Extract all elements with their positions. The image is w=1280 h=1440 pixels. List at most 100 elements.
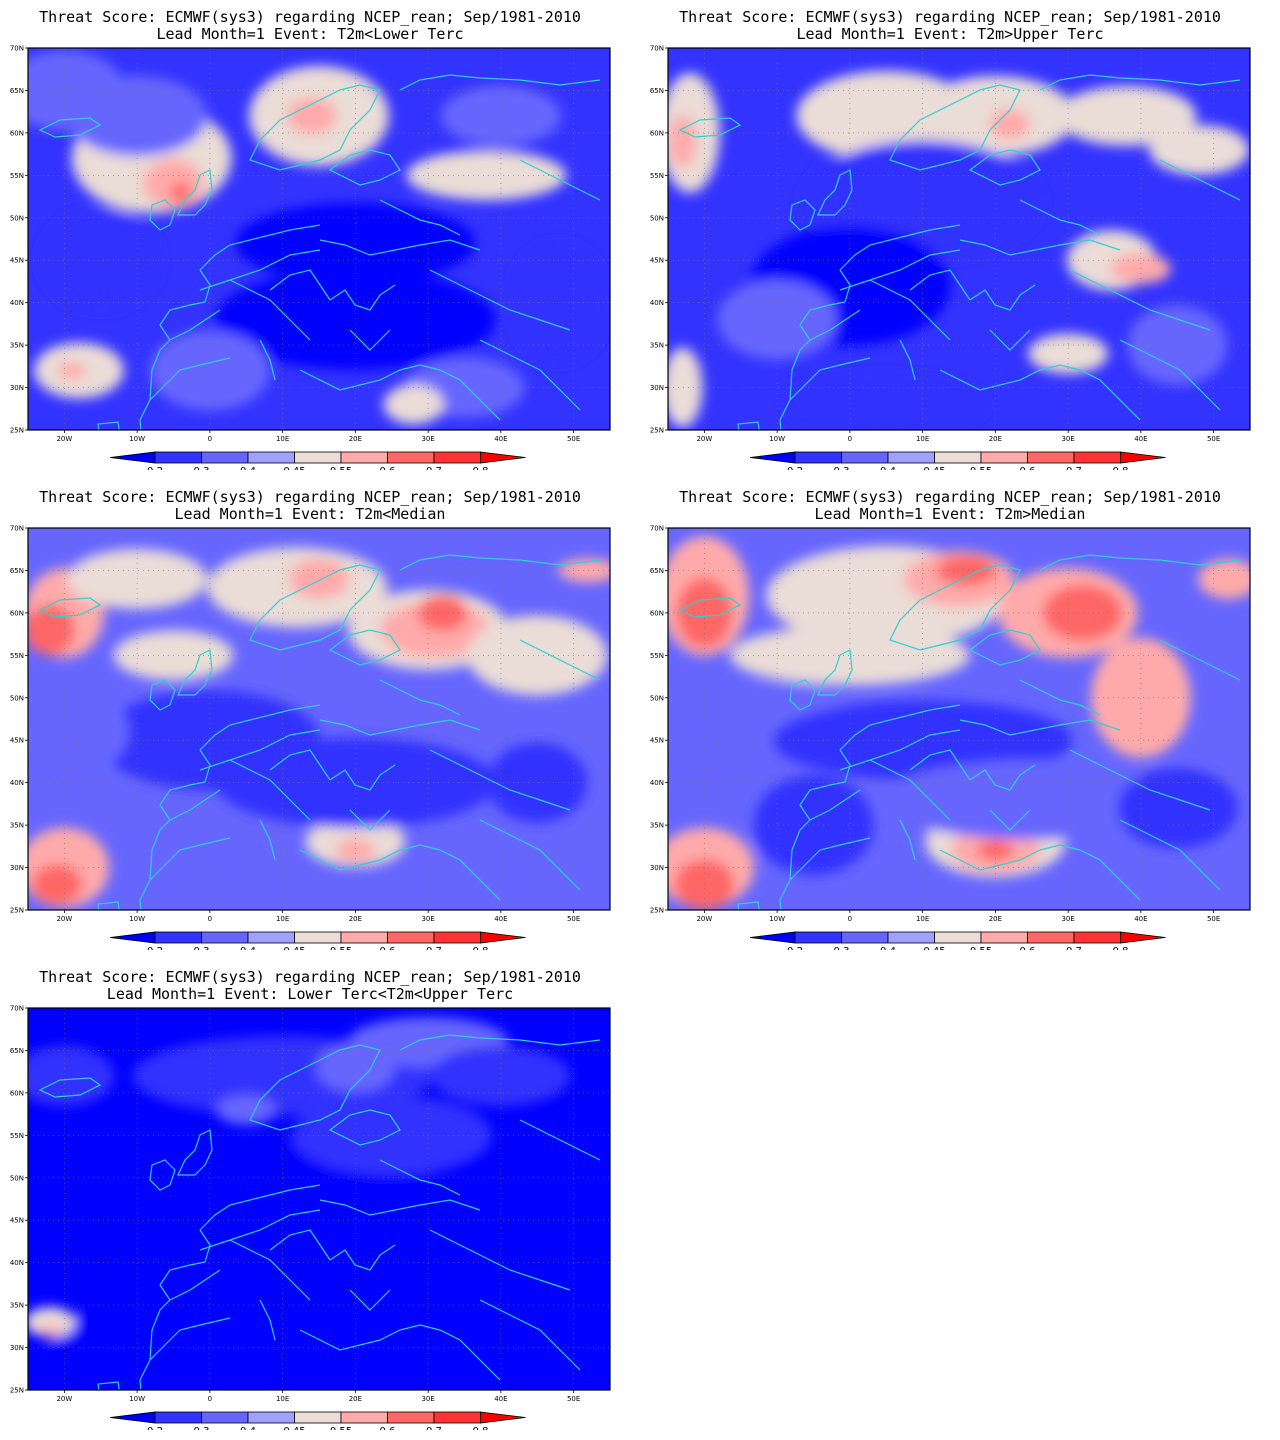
panel-subtitle: Lead Month=1 Event: T2m<Median (174, 505, 446, 523)
coastline (1039, 554, 1241, 571)
x-tick-label: 20W (696, 435, 712, 443)
x-tick-label: 10E (916, 435, 929, 443)
coastline (199, 224, 321, 271)
heatmap-field (28, 528, 610, 910)
contour-region (216, 1094, 277, 1125)
coastline (799, 749, 851, 821)
colorbar-segment (433, 1411, 481, 1424)
x-tick-label: 20W (56, 435, 72, 443)
colorbar: 0.2 0.3 0.4 0.45 0.55 0.6 0.7 0.8 (109, 451, 526, 470)
y-tick-label: 40N (10, 779, 24, 787)
x-tick-label: 0 (208, 1395, 212, 1403)
map-panel-lower-terc: Threat Score: ECMWF(sys3) regarding NCEP… (0, 0, 620, 470)
map-frame (27, 47, 611, 431)
colorbar-label: 0.4 (240, 1426, 256, 1430)
colorbar-label: 0.2 (147, 466, 163, 470)
colorbar-label: 0.3 (194, 946, 210, 950)
coastline (678, 597, 742, 618)
gridlines (28, 528, 610, 910)
colorbar-label: 0.4 (240, 466, 256, 470)
colorbar-label: 0.2 (787, 946, 803, 950)
contour-region (315, 1042, 396, 1093)
coastline (149, 1159, 176, 1191)
colorbar-segment (340, 451, 388, 464)
map-frame (667, 527, 1251, 911)
contour-region (1042, 584, 1123, 641)
colorbar-segment (154, 931, 202, 944)
y-tick-label: 30N (650, 384, 664, 392)
coastline (779, 357, 871, 430)
colorbar-label: 0.3 (834, 946, 850, 950)
coastline (399, 1034, 601, 1051)
y-tick-label: 35N (10, 1302, 24, 1310)
y-tick-label: 65N (10, 567, 24, 575)
x-tick-label: 30E (1061, 435, 1074, 443)
y-tick-label: 70N (10, 45, 24, 53)
colorbar-segment (201, 451, 249, 464)
colorbar-segment (294, 451, 342, 464)
coastline (989, 329, 1031, 351)
colorbar-label: 0.55 (970, 946, 992, 950)
y-tick-label: 60N (10, 609, 24, 617)
coastline (177, 169, 213, 216)
panel-subtitle: Lead Month=1 Event: T2m>Upper Terc (796, 25, 1104, 43)
coastline (429, 1229, 571, 1291)
x-tick-label: 50E (567, 915, 580, 923)
coastline (249, 84, 381, 171)
coastline (229, 1239, 311, 1301)
colorbar-segment (340, 1411, 388, 1424)
contour-region (786, 374, 987, 430)
coastline (199, 729, 321, 771)
coastline (789, 199, 816, 231)
coastline (329, 1244, 396, 1271)
colorbar-arrow-left (109, 451, 156, 464)
map-panel-above-median: Threat Score: ECMWF(sys3) regarding NCEP… (640, 480, 1260, 950)
coastline (319, 1199, 481, 1216)
y-tick-label: 65N (10, 87, 24, 95)
y-tick-label: 60N (650, 609, 664, 617)
map-figure: 70N 65N 60N 55N 50N 45N 40N 35N 30N 25N 20W 10W 0 10E… (650, 45, 1251, 470)
y-tick-label: 25N (650, 907, 664, 915)
coastline (678, 117, 742, 138)
coastline (259, 1299, 276, 1341)
contour-region (291, 1095, 492, 1176)
coastline (97, 421, 120, 430)
coastline (249, 564, 381, 651)
coastline (328, 1109, 401, 1146)
coastline (139, 837, 231, 910)
x-tick-label: 20E (989, 435, 1002, 443)
map-panel-below-median: Threat Score: ECMWF(sys3) regarding NCEP… (0, 480, 620, 950)
map-panel-upper-terc: Threat Score: ECMWF(sys3) regarding NCEP… (640, 0, 1260, 470)
coastline (817, 649, 853, 696)
colorbar-segment (794, 931, 842, 944)
y-tick-label: 25N (10, 907, 24, 915)
coastline (199, 704, 321, 751)
colorbar-segment (980, 451, 1028, 464)
y-tick-label: 70N (10, 525, 24, 533)
x-tick-label: 10W (129, 435, 145, 443)
coastline (959, 719, 1121, 736)
colorbar-arrow-right (1120, 451, 1166, 464)
coastline (269, 749, 331, 781)
x-tick-label: 0 (848, 915, 852, 923)
panel-subtitle: Lead Month=1 Event: T2m>Median (814, 505, 1086, 523)
coastline (199, 249, 321, 291)
contour-region (717, 279, 838, 360)
coastline (319, 239, 481, 256)
map-figure: 70N 65N 60N 55N 50N 45N 40N 35N 30N 25N 20W 10W 0 10E… (10, 525, 611, 950)
coastline (229, 759, 311, 821)
colorbar-label: 0.6 (1020, 466, 1036, 470)
contour-region (143, 158, 204, 209)
panel-title: Threat Score: ECMWF(sys3) regarding NCEP… (39, 8, 581, 26)
colorbar: 0.2 0.3 0.4 0.45 0.55 0.6 0.7 0.8 (749, 931, 1166, 950)
contour-region (215, 269, 496, 370)
y-tick-label: 25N (650, 427, 664, 435)
y-tick-label: 55N (10, 172, 24, 180)
coastline (519, 1119, 601, 1161)
contour-region (170, 182, 191, 203)
colorbar-segment (387, 451, 435, 464)
coastlines (38, 554, 601, 910)
contour-region (1090, 637, 1191, 758)
coastlines (38, 74, 601, 430)
colorbar-label: 0.7 (1066, 466, 1082, 470)
